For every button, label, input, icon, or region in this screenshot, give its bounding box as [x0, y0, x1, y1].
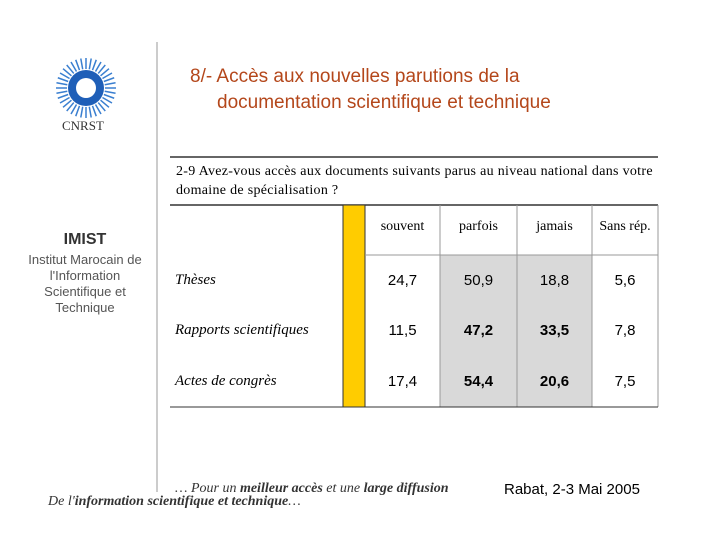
title-line: documentation scientifique et technique	[217, 92, 551, 113]
shade	[440, 255, 592, 407]
org-description: Institut Marocain de l'Information Scien…	[28, 252, 142, 315]
cell: 33,5	[539, 322, 570, 340]
footer-text: meilleur accès	[239, 481, 323, 496]
cell: 18,8	[539, 271, 570, 289]
cell: 17,4	[387, 372, 418, 390]
cell: 54,4	[463, 372, 494, 390]
row-label: Rapports scientifiques	[175, 322, 309, 339]
footer-text: information	[74, 494, 144, 509]
footer-line: … Pour un meilleur accès et une large di…	[175, 481, 449, 497]
logo-label: CNRST	[62, 118, 104, 133]
question: 2-9 Avez-vous accès aux documents suivan…	[176, 164, 653, 198]
column-header: parfois	[459, 219, 498, 234]
sidebar: IMIST Institut Marocain de l'Information…	[25, 232, 145, 316]
footer-text: …	[288, 494, 301, 509]
footer-text: et une	[322, 481, 364, 496]
row-label: Thèses	[175, 271, 216, 288]
cell: 47,2	[463, 322, 494, 340]
footer-line: De l'information scientifique et techniq…	[48, 494, 301, 510]
footer-text: De l'	[48, 494, 75, 509]
cell: 7,8	[614, 322, 636, 340]
yellow-band	[342, 204, 366, 408]
column-header: souvent	[380, 219, 425, 234]
title-line: 8/- Accès aux nouvelles parutions de la	[190, 66, 520, 87]
cell: 24,7	[387, 271, 418, 289]
cell: 11,5	[388, 322, 417, 340]
footer-text: … Pour un	[175, 481, 240, 496]
column-header: Sans rép.	[599, 219, 651, 234]
cell: 20,6	[539, 372, 570, 390]
cell: 50,9	[463, 271, 494, 289]
cell: 5,6	[614, 271, 636, 289]
column-header: jamais	[536, 219, 573, 234]
footer-text: scientifique et technique	[147, 494, 289, 509]
place-date: Rabat, 2-3 Mai 2005	[504, 481, 640, 498]
logo-sun	[56, 58, 116, 118]
row-label: Actes de congrès	[175, 372, 277, 389]
cell: 7,5	[614, 372, 636, 390]
title: 8/- Accès aux nouvelles parutions de la …	[190, 64, 650, 116]
footer-text: large diffusion	[363, 481, 449, 496]
org-name: IMIST	[63, 231, 107, 248]
